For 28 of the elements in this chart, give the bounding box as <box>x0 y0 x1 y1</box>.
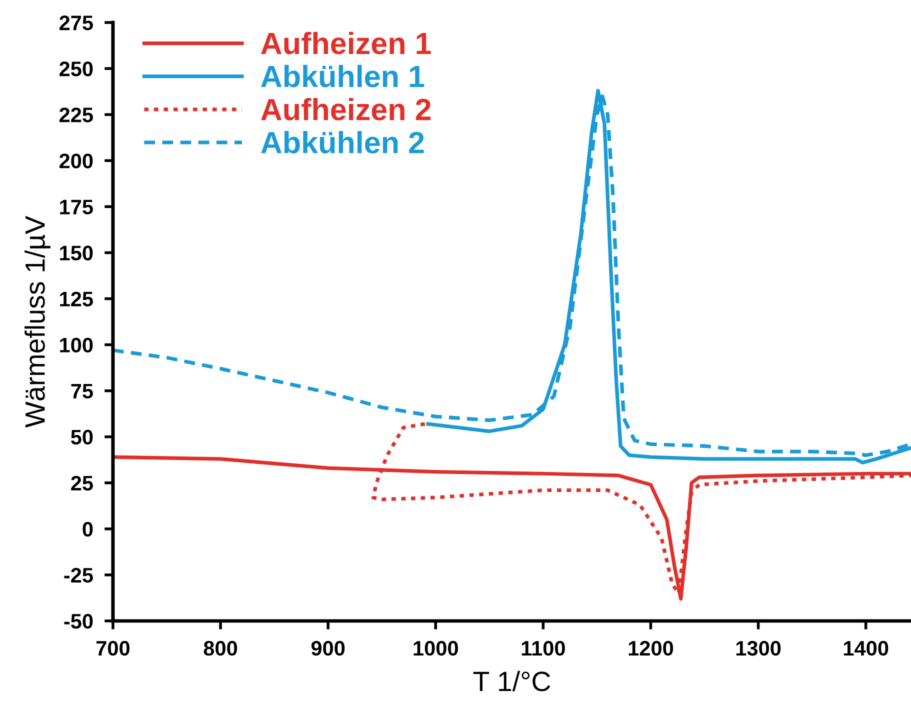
y-tick-label: 75 <box>71 384 93 399</box>
y-tick-label: 50 <box>70 430 93 445</box>
y-tick-label: -50 <box>64 614 93 629</box>
legend-label: Abkühlen 2 <box>261 131 424 154</box>
x-tick-label: 1100 <box>522 640 565 656</box>
x-tick-label: 800 <box>204 640 238 656</box>
y-tick-label: 175 <box>60 200 93 214</box>
legend-label: Aufheizen 1 <box>261 32 431 54</box>
legend-label: Aufheizen 2 <box>261 98 431 120</box>
y-tick-label: 225 <box>59 108 93 122</box>
x-tick-label: 700 <box>96 640 130 656</box>
legend-label: Abkühlen 1 <box>261 64 424 88</box>
x-tick-label: 1400 <box>844 640 888 656</box>
x-tick-label: 1300 <box>736 640 781 656</box>
y-tick-label: 150 <box>60 246 93 260</box>
x-tick-label: 1200 <box>628 640 674 656</box>
y-axis-title: Wärmefluss 1/µV <box>24 216 50 428</box>
y-tick-label: 275 <box>59 16 93 30</box>
y-tick-label: 25 <box>71 476 93 491</box>
y-tick-label: 0 <box>82 522 93 537</box>
y-tick-label: -25 <box>64 568 93 583</box>
x-tick-label: 1000 <box>414 640 458 656</box>
x-tick-label: 900 <box>311 640 345 656</box>
y-tick-label: 125 <box>60 292 93 306</box>
y-tick-label: 250 <box>59 62 93 76</box>
y-tick-label: 100 <box>60 338 93 352</box>
y-tick-label: 200 <box>59 154 93 168</box>
x-axis-title: T 1/°C <box>473 670 550 692</box>
